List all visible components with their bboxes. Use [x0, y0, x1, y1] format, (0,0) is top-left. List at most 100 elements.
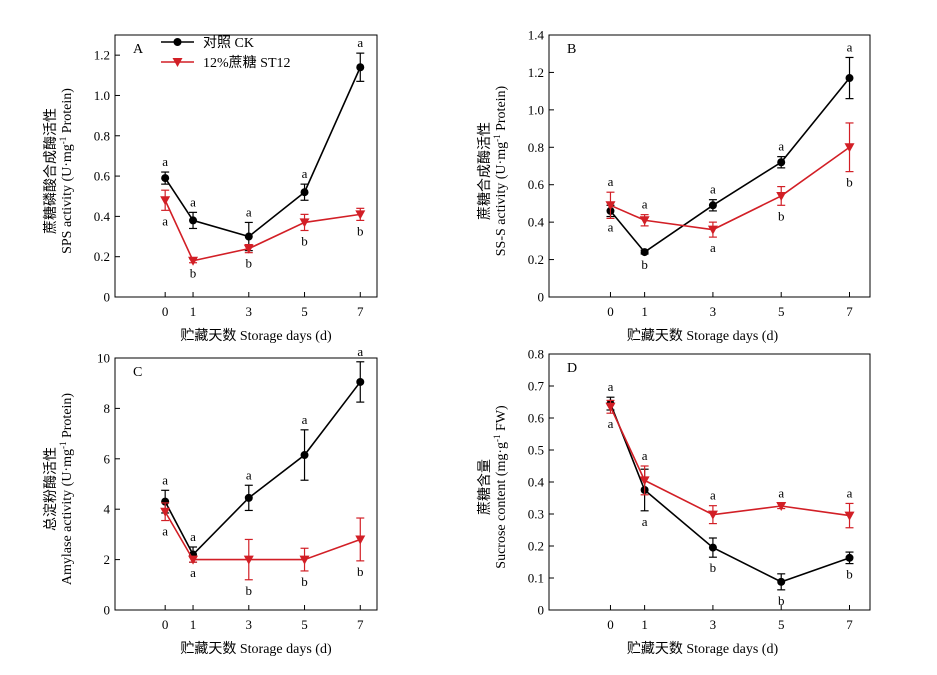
data-point [300, 188, 309, 197]
significance-letter: a [778, 139, 784, 154]
y-tick-label: 0 [538, 603, 545, 618]
significance-letter: b [301, 233, 308, 248]
significance-letter: b [846, 567, 853, 582]
series-ck: a b a a a [606, 39, 854, 272]
y-axis-title-en: Sucrose content (mg·g-1 FW) [492, 405, 509, 569]
x-tick-label: 3 [246, 304, 253, 319]
significance-letter: a [710, 240, 716, 255]
x-tick-label: 5 [301, 617, 308, 632]
significance-letter: a [847, 485, 853, 500]
y-tick-label: 0.6 [528, 411, 545, 426]
data-point [845, 74, 854, 83]
data-point [243, 555, 254, 565]
y-axis-title-en: SS-S activity (U·mg-1 Protein) [492, 85, 509, 256]
significance-letter: a [642, 197, 648, 212]
plot-frame [114, 357, 378, 611]
significance-letter: a [302, 166, 308, 181]
y-tick-label: 0 [538, 290, 545, 305]
significance-letter: a [608, 379, 614, 394]
y-tick-label: 1.4 [528, 28, 545, 43]
significance-letter: b [301, 574, 308, 589]
panel-letter: C [133, 365, 142, 380]
series-ck: a a a a a [161, 344, 365, 563]
x-tick-label: 0 [607, 304, 614, 319]
x-tick-label: 3 [710, 304, 717, 319]
panel-letter: D [567, 361, 577, 376]
legend-st12-label: 12%蔗糖 ST12 [203, 55, 291, 71]
y-tick-label: 0 [104, 290, 111, 305]
series-st12: a a b b b [160, 502, 366, 598]
x-axis-title: 贮藏天数 Storage days (d) [627, 328, 779, 344]
x-tick-label: 1 [190, 304, 197, 319]
y-tick-label: 4 [104, 502, 111, 517]
y-axis-title-cn: 蔗糖合成酶活性 [477, 122, 493, 220]
significance-letter: a [608, 416, 614, 431]
x-tick-label: 0 [162, 304, 169, 319]
chart-panel-b: 0 0.2 0.4 0.6 0.8 1.0 1.2 1.4 0 1 3 5 7 贮藏天数 Storage … [477, 28, 871, 344]
y-tick-label: 0.8 [528, 140, 544, 155]
significance-letter: a [642, 514, 648, 529]
y-axis-title-en: SPS activity (U·mg-1 Protein) [58, 88, 75, 254]
series-st12: a a a a a [605, 399, 855, 529]
significance-letter: a [778, 485, 784, 500]
data-point [356, 377, 365, 386]
y-tick-label: 0 [104, 603, 111, 618]
significance-letter: b [246, 583, 253, 598]
significance-letter: a [357, 35, 363, 50]
data-point [708, 543, 717, 552]
y-tick-label: 1.0 [94, 88, 110, 103]
y-tick-label: 0.8 [94, 128, 110, 143]
series-ck: a a b b b [606, 379, 854, 608]
x-tick-label: 1 [641, 617, 648, 632]
x-tick-label: 7 [846, 304, 853, 319]
series-ck: a a a a a [161, 35, 365, 252]
data-point [160, 196, 171, 206]
series-st12: a b b b b [160, 189, 366, 281]
significance-letter: a [246, 204, 252, 219]
y-tick-label: 0.6 [94, 169, 111, 184]
significance-letter: a [190, 565, 196, 580]
data-point [161, 497, 170, 506]
significance-letter: a [710, 182, 716, 197]
data-point [707, 225, 718, 235]
data-point [776, 502, 787, 511]
data-point [355, 210, 366, 220]
plot-frame [548, 34, 871, 298]
significance-letter: a [357, 344, 363, 359]
significance-letter: b [246, 256, 253, 271]
data-point [707, 510, 718, 520]
x-tick-label: 0 [607, 617, 614, 632]
x-tick-label: 5 [778, 617, 785, 632]
significance-letter: b [190, 266, 197, 281]
y-tick-label: 0.5 [528, 443, 544, 458]
significance-letter: a [642, 448, 648, 463]
y-tick-label: 6 [104, 451, 111, 466]
significance-letter: b [846, 175, 853, 190]
y-tick-label: 0.4 [94, 209, 111, 224]
data-point [777, 577, 786, 586]
x-tick-label: 7 [846, 617, 853, 632]
data-point [844, 511, 855, 521]
x-tick-label: 1 [641, 304, 648, 319]
x-tick-label: 3 [710, 617, 717, 632]
x-tick-label: 7 [357, 617, 364, 632]
y-tick-label: 0.4 [528, 215, 545, 230]
x-axis-title: 贮藏天数 Storage days (d) [627, 641, 779, 657]
data-point [299, 555, 310, 565]
data-point [605, 402, 616, 412]
data-point [244, 493, 253, 502]
y-tick-label: 0.2 [528, 252, 544, 267]
x-tick-label: 0 [162, 617, 169, 632]
data-point [161, 174, 170, 183]
data-point [844, 143, 855, 153]
x-axis-title: 贮藏天数 Storage days (d) [180, 641, 332, 657]
significance-letter: b [778, 593, 785, 608]
y-tick-label: 0.1 [528, 571, 544, 586]
significance-letter: a [190, 529, 196, 544]
y-tick-label: 8 [104, 401, 111, 416]
panel-letter: B [567, 42, 576, 57]
data-point [777, 158, 786, 167]
y-tick-label: 0.2 [528, 539, 544, 554]
x-tick-label: 7 [357, 304, 364, 319]
